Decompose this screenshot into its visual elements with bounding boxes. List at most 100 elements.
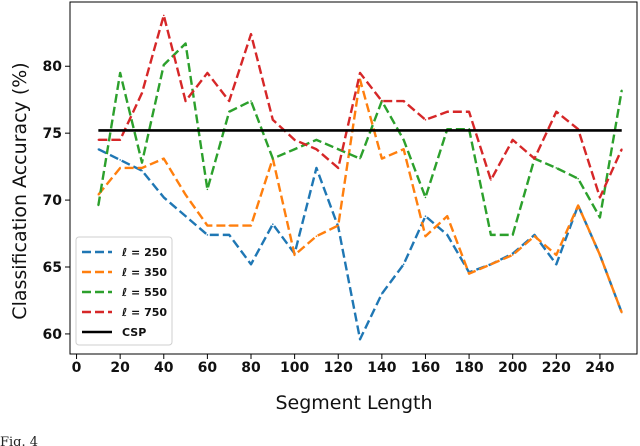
data-point-l350: [315, 235, 318, 238]
x-tick-label: 40: [154, 360, 174, 376]
plot-frame: [69, 1, 638, 355]
y-axis-label: Classification Accuracy (%): [9, 62, 31, 319]
x-tick-label: 20: [110, 360, 130, 376]
data-point-l550: [141, 161, 143, 164]
data-point-l550: [228, 110, 230, 113]
data-point-l750: [337, 167, 340, 169]
data-point-l750: [599, 196, 601, 199]
data-point-l750: [184, 100, 187, 102]
data-point-l350: [402, 148, 405, 151]
data-point-l750: [206, 72, 209, 74]
data-point-l550: [206, 188, 209, 191]
data-point-l750: [162, 14, 165, 17]
data-point-l350: [184, 193, 187, 196]
data-point-l750: [315, 148, 318, 151]
data-point-l250: [228, 234, 230, 236]
data-point-l550: [490, 234, 492, 236]
data-point-l750: [250, 33, 252, 35]
data-point-l550: [620, 89, 623, 92]
legend-box: [75, 236, 173, 346]
data-point-l250: [337, 226, 340, 228]
data-point-l550: [599, 216, 601, 219]
data-point-l750: [97, 139, 100, 141]
data-point-l750: [381, 100, 383, 102]
series-line-l750: [98, 14, 623, 199]
data-point-l550: [315, 139, 318, 141]
data-point-l750: [359, 72, 361, 74]
data-point-l350: [511, 254, 514, 256]
data-point-l550: [250, 100, 252, 102]
legend-label-l250: ℓ = 250: [121, 246, 167, 259]
x-tick-label: 140: [367, 360, 396, 376]
data-point-l350: [620, 311, 623, 314]
data-point-l350: [141, 167, 143, 169]
data-point-l350: [162, 157, 165, 160]
data-point-l750: [533, 157, 536, 160]
figure-caption: Fig. 4: [0, 435, 38, 446]
data-point-l550: [577, 177, 579, 180]
data-point-l550: [293, 148, 296, 151]
data-point-l350: [577, 204, 579, 207]
data-point-l550: [555, 167, 558, 169]
data-point-l750: [402, 100, 405, 102]
y-tick-label: 70: [43, 193, 63, 209]
legend-label-l750: ℓ = 750: [121, 306, 167, 319]
legend-label-l350: ℓ = 350: [121, 266, 167, 279]
data-point-l250: [315, 167, 318, 169]
series-points-l250: [97, 148, 623, 341]
legend: ℓ = 250 ℓ = 350 ℓ = 550 ℓ = 750 CSP: [75, 236, 173, 346]
x-tick-label: 200: [498, 360, 527, 376]
x-tick-label: 60: [198, 360, 218, 376]
data-point-l550: [337, 148, 340, 151]
data-point-l350: [337, 224, 340, 227]
data-point-l250: [119, 159, 121, 161]
data-point-l350: [250, 224, 252, 227]
data-point-l350: [381, 157, 383, 160]
series-line-l350: [97, 78, 623, 313]
x-tick-label: 0: [72, 360, 82, 376]
data-point-l350: [533, 235, 536, 238]
data-point-l550: [511, 234, 514, 236]
data-point-l250: [97, 148, 100, 151]
data-point-l250: [141, 169, 143, 172]
data-point-l550: [359, 157, 361, 160]
data-point-l350: [446, 215, 449, 217]
x-tick-label: 220: [542, 360, 571, 376]
data-point-l550: [97, 204, 100, 207]
data-point-l550: [402, 139, 405, 141]
data-point-l750: [446, 110, 449, 113]
x-tick-label: 180: [454, 360, 483, 376]
data-point-l750: [141, 92, 143, 94]
data-point-l550: [119, 72, 121, 74]
data-point-l750: [555, 110, 558, 113]
data-point-l250: [381, 292, 383, 295]
data-point-l550: [272, 157, 274, 160]
data-point-l250: [446, 234, 449, 236]
y-tick-label: 65: [43, 260, 62, 276]
data-point-l350: [599, 254, 601, 256]
data-point-l350: [424, 235, 427, 238]
data-point-l250: [402, 263, 405, 266]
data-point-l350: [293, 254, 296, 256]
data-point-l350: [206, 224, 209, 227]
data-point-l750: [511, 139, 514, 141]
x-tick-label: 100: [280, 360, 309, 376]
series-points-l750: [97, 14, 623, 199]
data-point-l250: [250, 263, 252, 266]
data-point-l250: [359, 338, 361, 341]
series-line-l250: [97, 148, 623, 341]
data-point-l350: [555, 254, 558, 256]
plot-area: 0 20 40 60 80 100 120 140 160 180 200 220 240 60 65 70 7…: [43, 1, 638, 376]
y-tick-label: 80: [43, 59, 63, 75]
data-point-l750: [119, 139, 121, 141]
y-tick-label: 60: [43, 327, 63, 343]
x-tick-label: 160: [411, 360, 440, 376]
data-point-l250: [511, 252, 514, 255]
data-point-l750: [228, 100, 230, 102]
x-axis-label: Segment Length: [275, 392, 432, 414]
data-point-l550: [424, 196, 427, 199]
data-point-l550: [162, 64, 165, 66]
data-point-l750: [490, 179, 492, 181]
data-point-l250: [555, 263, 558, 266]
